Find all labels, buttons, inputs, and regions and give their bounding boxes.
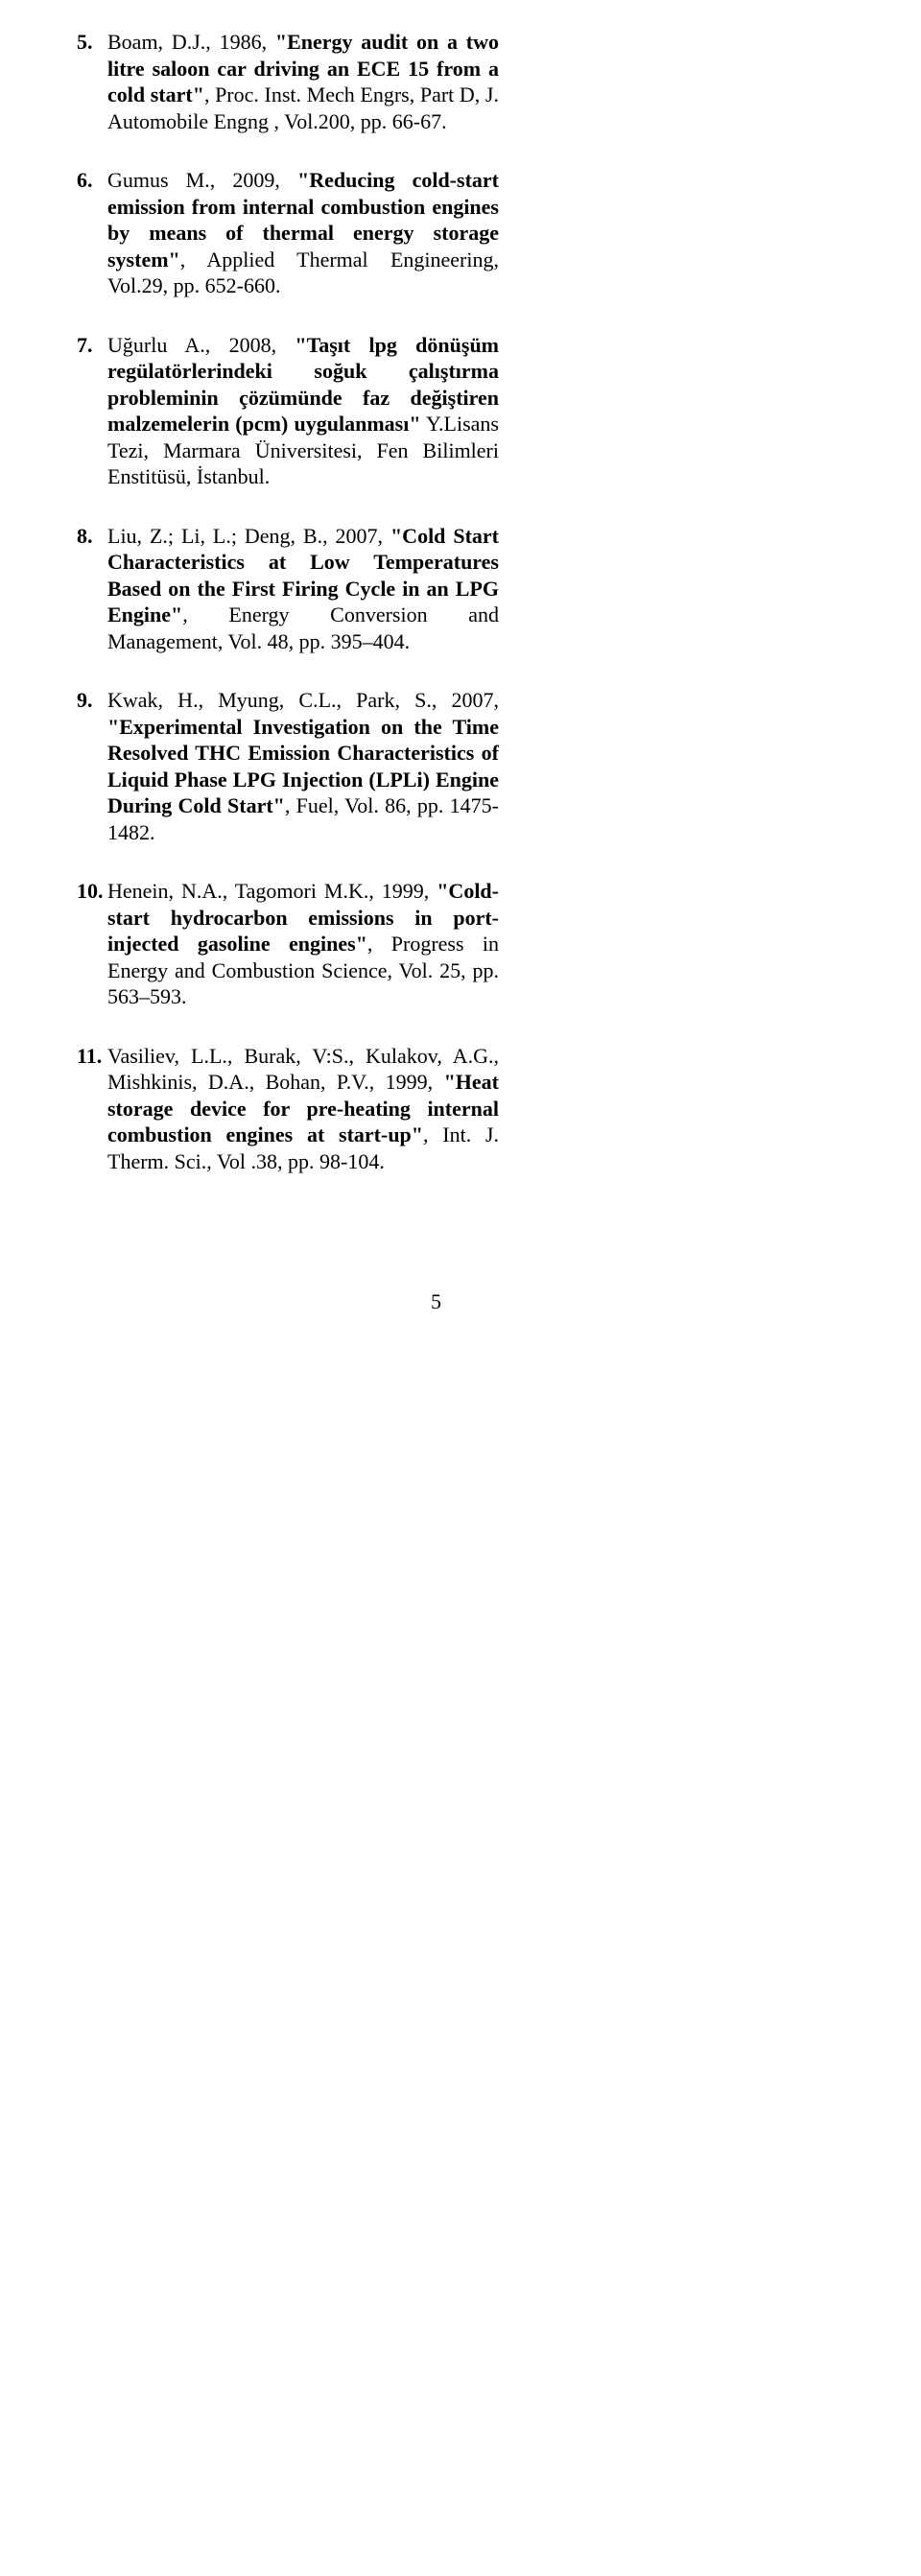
reference-item: 11. Vasiliev, L.L., Burak, V:S., Kulakov… bbox=[77, 1043, 499, 1175]
reference-number: 6. bbox=[77, 167, 107, 299]
reference-number: 11. bbox=[77, 1043, 107, 1175]
reference-item: 8. Liu, Z.; Li, L.; Deng, B., 2007, "Col… bbox=[77, 523, 499, 655]
reference-authors: Henein, N.A., Tagomori M.K., 1999, bbox=[107, 879, 437, 903]
reference-item: 6. Gumus M., 2009, "Reducing cold-start … bbox=[77, 167, 499, 299]
reference-number: 10. bbox=[77, 878, 107, 1010]
reference-authors: Kwak, H., Myung, C.L., Park, S., 2007, bbox=[107, 688, 499, 712]
reference-authors: Uğurlu A., 2008, bbox=[107, 333, 295, 357]
reference-body: Kwak, H., Myung, C.L., Park, S., 2007, "… bbox=[107, 687, 499, 845]
reference-authors: Boam, D.J., 1986, bbox=[107, 30, 275, 54]
reference-number: 5. bbox=[77, 29, 107, 134]
reference-body: Boam, D.J., 1986, "Energy audit on a two… bbox=[107, 29, 499, 134]
reference-body: Henein, N.A., Tagomori M.K., 1999, "Cold… bbox=[107, 878, 499, 1010]
reference-number: 7. bbox=[77, 332, 107, 490]
reference-body: Uğurlu A., 2008, "Taşıt lpg dönüşüm regü… bbox=[107, 332, 499, 490]
reference-body: Gumus M., 2009, "Reducing cold-start emi… bbox=[107, 167, 499, 299]
reference-item: 7. Uğurlu A., 2008, "Taşıt lpg dönüşüm r… bbox=[77, 332, 499, 490]
reference-body: Vasiliev, L.L., Burak, V:S., Kulakov, A.… bbox=[107, 1043, 499, 1175]
reference-number: 9. bbox=[77, 687, 107, 845]
reference-authors: Liu, Z.; Li, L.; Deng, B., 2007, bbox=[107, 524, 390, 548]
reference-item: 10. Henein, N.A., Tagomori M.K., 1999, "… bbox=[77, 878, 499, 1010]
reference-number: 8. bbox=[77, 523, 107, 655]
page-content: 5. Boam, D.J., 1986, "Energy audit on a … bbox=[0, 0, 921, 1372]
reference-item: 9. Kwak, H., Myung, C.L., Park, S., 2007… bbox=[77, 687, 499, 845]
reference-item: 5. Boam, D.J., 1986, "Energy audit on a … bbox=[77, 29, 499, 134]
reference-authors: Gumus M., 2009, bbox=[107, 168, 297, 192]
page-number: 5 bbox=[77, 1289, 499, 1314]
reference-body: Liu, Z.; Li, L.; Deng, B., 2007, "Cold S… bbox=[107, 523, 499, 655]
reference-authors: Vasiliev, L.L., Burak, V:S., Kulakov, A.… bbox=[107, 1044, 499, 1095]
